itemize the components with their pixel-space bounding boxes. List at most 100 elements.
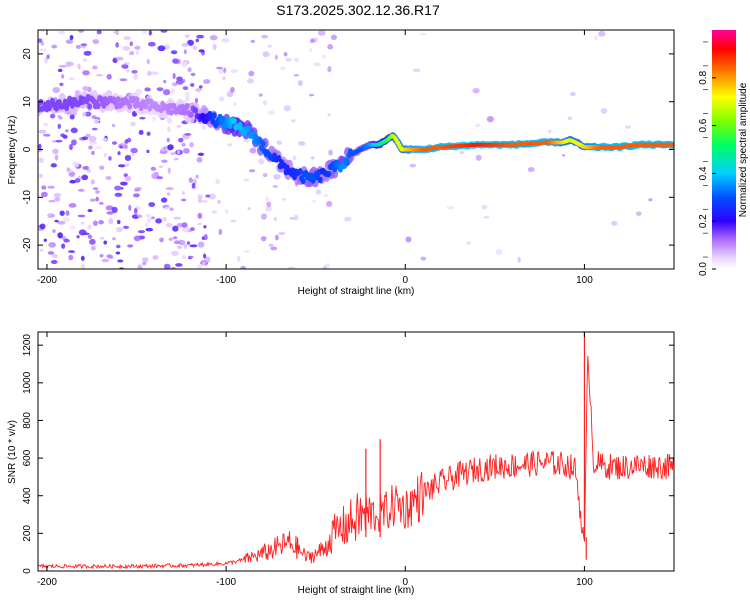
colorbar-gradient: [712, 30, 736, 269]
spectrogram-noise-blob: [189, 244, 198, 248]
spectrogram-noise-blob: [173, 236, 178, 240]
spectrogram-noise-blob: [157, 45, 166, 52]
spectrogram-noise-blob: [248, 169, 256, 173]
spectrogram-noise-blob: [106, 211, 114, 215]
spectrogram-noise-blob: [169, 207, 174, 211]
spectrogram-noise-blob: [150, 71, 159, 76]
spectrogram-noise-blob: [48, 241, 57, 248]
spectrogram-noise-blob: [119, 78, 128, 82]
spectrogram-noise-blob: [142, 30, 148, 35]
spectrogram-noise-blob: [142, 257, 149, 263]
spectrogram-noise-blob: [84, 111, 92, 117]
spectrogram-noise-blob: [111, 141, 118, 145]
spectrogram-noise-blob: [117, 259, 124, 263]
spectrogram-noise-blob: [58, 30, 66, 35]
spectrogram-noise-blob: [323, 193, 329, 198]
spectrogram-noise-blob: [172, 58, 179, 64]
colorbar-tick-label: 0.6: [698, 118, 709, 132]
spectrogram-noise-blob: [91, 115, 97, 120]
spectrogram-noise-blob: [237, 255, 241, 262]
x-tick-label: 100: [576, 577, 593, 588]
spectrogram-noise-blob: [481, 204, 488, 210]
spectrogram-noise-blob: [183, 243, 188, 249]
spectrogram-noise-blob: [91, 127, 98, 131]
colorbar-tick-label: 0.8: [698, 70, 709, 84]
spectrogram-noise-blob: [119, 145, 124, 149]
spectrogram-noise-blob: [261, 213, 267, 220]
spectrogram-noise-blob: [172, 225, 179, 232]
spectrogram-noise-blob: [249, 147, 257, 154]
snr-line: [38, 355, 674, 570]
spectrogram-noise-blob: [196, 157, 203, 163]
snr-x-ticks: -200 -100 0 100: [37, 332, 593, 588]
spectrogram-noise-blob: [77, 188, 85, 192]
spectrogram-noise-blob: [124, 139, 129, 144]
x-tick-label: -200: [37, 577, 57, 588]
spectrogram-noise-blob: [184, 95, 190, 102]
spectrogram-noise-blob: [217, 199, 221, 204]
spectrogram-noise-blob: [147, 217, 152, 224]
spectrogram-noise-blob: [148, 202, 156, 207]
spectrogram-noise-blob: [648, 198, 653, 202]
spectrogram-noise-blob: [144, 222, 149, 228]
x-tick-label: -200: [37, 275, 57, 286]
spectrogram-noise-blob: [108, 217, 114, 225]
spectrogram-noise-blob: [159, 148, 167, 152]
y-tick-label: -20: [22, 237, 33, 252]
spectrogram-noise-blob: [188, 177, 193, 183]
spectrogram-noise-blob: [187, 67, 192, 73]
spectrogram-noise-blob: [123, 225, 130, 229]
spectrogram-noise-blob: [162, 89, 171, 96]
spectrogram-noise-blob: [267, 44, 273, 48]
spectrogram-noise-blob: [115, 42, 119, 48]
spectrogram-noise-blob: [130, 121, 136, 127]
spectrogram-noise-blob: [53, 192, 62, 198]
spectrogram-noise-blob: [66, 167, 70, 172]
spectrogram-noise-blob: [168, 237, 174, 241]
spectrogram-noise-blob: [82, 112, 87, 117]
spectrogram-noise-blob: [69, 179, 77, 184]
spectrogram-noise-blob: [62, 217, 71, 222]
spectrogram-noise-blob: [51, 44, 58, 49]
spectrogram-noise-blob: [181, 222, 188, 228]
spectrogram-noise-blob: [167, 125, 171, 133]
spectrogram-noise-blob: [562, 154, 566, 157]
spectrogram-noise-blob: [280, 66, 286, 71]
spectrogram-noise-blob: [94, 118, 100, 125]
spectrogram-noise-blob: [183, 147, 190, 154]
spectrogram-noise-blob: [216, 66, 223, 70]
spectrogram-noise-blob: [246, 78, 254, 84]
spectrogram-noise-blob: [258, 93, 263, 97]
spectrogram-noise-blob: [290, 119, 296, 123]
spectrogram-noise-blob: [218, 96, 225, 102]
spectrogram-noise-blob: [40, 41, 44, 46]
spectrogram-noise-blob: [133, 208, 138, 214]
spectrogram-noise-blob: [47, 251, 55, 255]
spectrogram-noise-blob: [160, 30, 168, 33]
spectrogram-noise-blob: [223, 67, 227, 74]
spectrogram-noise-blob: [122, 64, 129, 69]
spectrogram-noise-blob: [53, 97, 58, 102]
spectrogram-noise-blob: [195, 38, 200, 43]
spectrogram-noise-blob: [43, 238, 47, 242]
spectrogram-noise-blob: [495, 249, 503, 255]
spectrogram-noise-blob: [81, 174, 89, 181]
spectrogram-noise-blob: [69, 143, 73, 151]
y-tick-label: 400: [22, 487, 33, 504]
spectrogram-noise-blob: [115, 56, 124, 61]
spectrogram-noise-blob: [57, 220, 66, 225]
spectrogram-ridge-cell: [300, 177, 306, 185]
spectrogram-noise-blob: [189, 142, 194, 148]
spectrogram-noise-blob: [475, 154, 482, 161]
spectrogram-noise-blob: [96, 30, 102, 35]
spectrogram-noise-blob: [146, 131, 151, 136]
spectrogram-ridge-cell: [276, 154, 282, 162]
spectrogram-noise-blob: [292, 155, 297, 161]
spectrogram-noise-blob: [146, 58, 150, 65]
spectrogram-ridge-cell: [168, 109, 174, 116]
spectrogram-noise-blob: [98, 201, 104, 205]
spectrogram-noise-blob: [118, 164, 126, 168]
spectrogram-noise-blob: [593, 35, 598, 41]
spectrogram-noise-blob: [152, 255, 159, 260]
spectrogram-noise-blob: [293, 73, 300, 77]
